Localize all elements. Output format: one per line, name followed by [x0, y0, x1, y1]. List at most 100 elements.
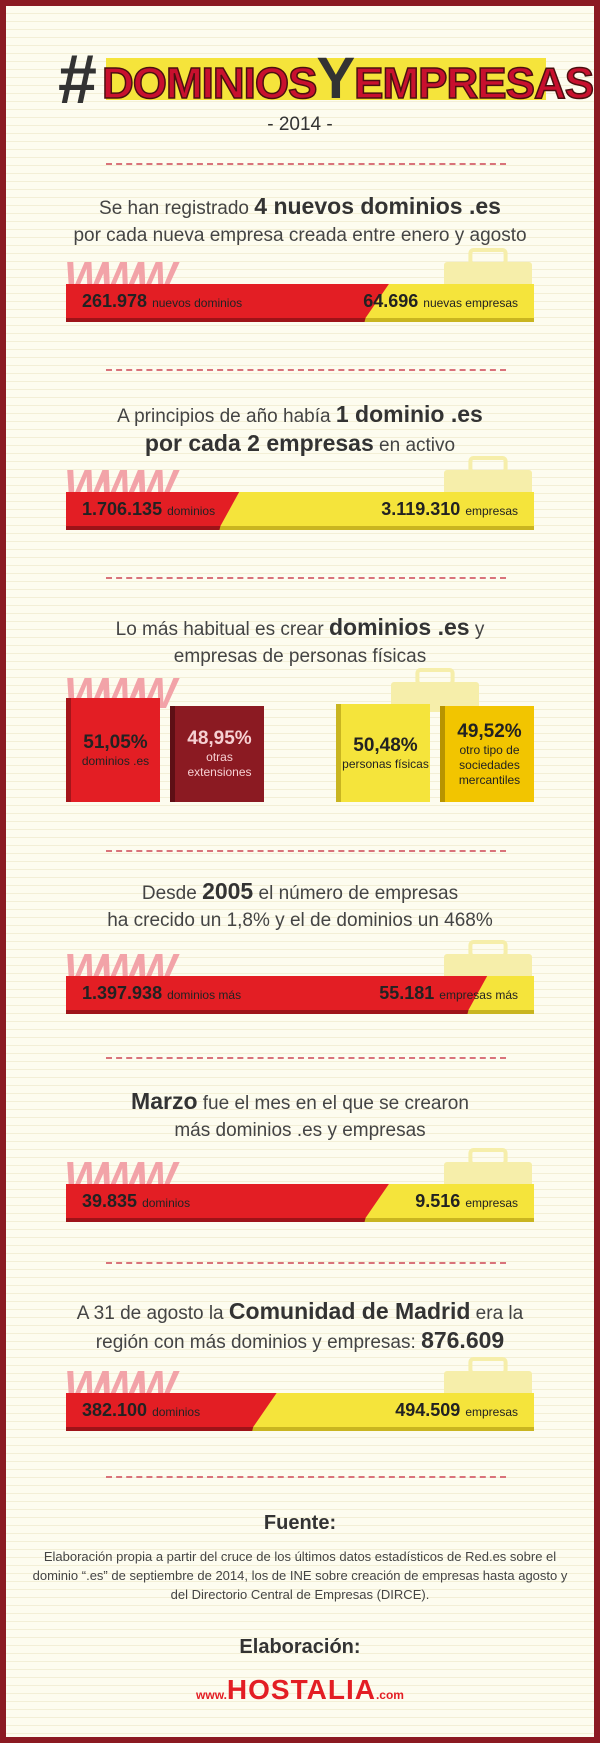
bar [66, 284, 534, 322]
bar-value: 1.706.135 [82, 499, 163, 519]
bar-right-text: 9.516 empresas [415, 1191, 518, 1212]
stat-box: 51,05% dominios .es [66, 698, 160, 802]
headline-text: 4 nuevos dominios .es [254, 193, 501, 219]
bar-value: 9.516 [415, 1191, 461, 1211]
bar-left [66, 1393, 277, 1427]
bar-left-text: 1.397.938 dominios más [82, 983, 241, 1004]
stat-value: 49,52% [457, 720, 522, 742]
headline: A 31 de agosto la Comunidad de Madrid er… [6, 1298, 594, 1356]
bar-label: nuevos dominios [152, 296, 243, 310]
headline-line: empresas de personas físicas [6, 643, 594, 670]
stat-label: otras extensiones [187, 750, 252, 779]
bar [66, 1393, 534, 1431]
headline-text: Se han registrado [99, 198, 255, 219]
headline-text: por cada nueva empresa creada entre ener… [73, 225, 527, 246]
headline-text: A principios de año había [117, 406, 336, 427]
divider [106, 1476, 506, 1478]
headline-text: ha crecido un 1,8% y el de dominios un 4… [107, 910, 493, 931]
headline: A principios de año había 1 dominio .es p… [6, 401, 594, 459]
logo: www.HOSTALIA.com [6, 1674, 594, 1706]
logo-text: HOSTALIA [226, 1674, 376, 1705]
bar-left-shadow [66, 1218, 366, 1222]
bar-left-text: 1.706.135 dominios [82, 499, 215, 520]
headline-text: dominios .es [328, 614, 470, 640]
year: - 2014 - [267, 114, 333, 135]
headline-line: más dominios .es y empresas [6, 1117, 594, 1144]
bar-label: dominios [167, 504, 216, 518]
stat-box: 50,48% personas físicas [336, 704, 430, 802]
title-part: Y [316, 46, 355, 111]
briefcase-handle [468, 1148, 508, 1166]
bar-value: 382.100 [82, 1400, 148, 1420]
headline-text: era la [470, 1303, 524, 1324]
bar-right-text: 494.509 empresas [395, 1400, 518, 1421]
credit-title: Elaboración: [239, 1636, 361, 1658]
bar [66, 492, 534, 530]
divider [106, 369, 506, 371]
headline-text: y [469, 619, 485, 640]
bar-left-shadow [66, 318, 366, 322]
logo-suffix: .com [375, 1688, 404, 1702]
bar-label: empresas [465, 1405, 518, 1419]
briefcase-handle [468, 940, 508, 958]
bar-value: 3.119.310 [381, 499, 461, 519]
headline-text: fue el mes en el que se crearon [197, 1093, 469, 1114]
stat-value: 48,95% [187, 728, 252, 749]
briefcase-handle [468, 1357, 508, 1375]
bar [66, 976, 534, 1014]
bar-left-shadow [66, 1010, 469, 1014]
bar-value: 494.509 [395, 1400, 461, 1420]
bar-left-shadow [66, 1427, 254, 1431]
headline-line: Marzo fue el mes en el que se crearon [6, 1088, 594, 1117]
briefcase-handle [468, 248, 508, 266]
title: DOMINIOSYEMPRESAS [101, 50, 594, 111]
headline-text: Lo más habitual es crear [115, 619, 329, 640]
stat-value: 51,05% [83, 731, 148, 753]
headline-text: por cada 2 empresas [144, 430, 374, 456]
headline-line: A principios de año había 1 dominio .es [6, 401, 594, 430]
bar-label: empresas más [439, 988, 518, 1002]
bar-label: dominios [142, 1196, 191, 1210]
source-text: Elaboración propia a partir del cruce de… [32, 1549, 568, 1602]
bar-label: dominios más [167, 988, 242, 1002]
bar-value: 261.978 [82, 291, 148, 311]
headline-line: por cada nueva empresa creada entre ener… [6, 222, 594, 249]
briefcase-handle [415, 668, 455, 686]
headline-text: empresas de personas físicas [173, 646, 427, 667]
bar-right-text: 3.119.310 empresas [381, 499, 518, 520]
bar-right-text: 55.181 empresas más [379, 983, 518, 1004]
headline-text: 1 dominio .es [335, 401, 483, 427]
bar-left-text: 39.835 dominios [82, 1191, 190, 1212]
headline-text: Comunidad de Madrid [228, 1298, 471, 1324]
headline: Lo más habitual es crear dominios .es y e… [6, 614, 594, 670]
bar-left [66, 1184, 389, 1218]
divider [106, 1057, 506, 1059]
headline-line: Lo más habitual es crear dominios .es y [6, 614, 594, 643]
bar-left-text: 261.978 nuevos dominios [82, 291, 242, 312]
headline-line: Desde 2005 el número de empresas [6, 878, 594, 907]
bar-label: empresas [465, 504, 518, 518]
bar-right-text: 64.696 nuevas empresas [363, 291, 518, 312]
headline-text: 2005 [202, 878, 254, 904]
headline-line: región con más dominios y empresas: 876.… [6, 1327, 594, 1356]
stat-value: 50,48% [353, 734, 418, 756]
headline-text: Desde [141, 883, 203, 904]
briefcase-handle [468, 456, 508, 474]
bar-value: 55.181 [379, 983, 435, 1003]
headline: Desde 2005 el número de empresas ha creci… [6, 878, 594, 934]
stat-label: dominios .es [81, 753, 150, 768]
bar-label: nuevas empresas [423, 296, 518, 310]
headline-text: el número de empresas [253, 883, 459, 904]
bar-left [66, 284, 389, 318]
divider [106, 1262, 506, 1264]
headline-text: en activo [373, 435, 456, 456]
headline-line: por cada 2 empresas en activo [6, 430, 594, 459]
headline: Se han registrado 4 nuevos dominios .es p… [6, 193, 594, 249]
stat-box: 49,52% otro tipo de sociedades mercantile… [440, 706, 534, 802]
bar-left-shadow [66, 526, 221, 530]
bar-label: dominios [152, 1405, 201, 1419]
title-hash: # [58, 40, 97, 118]
title-part: EMPRESAS [353, 58, 594, 109]
headline-text: A 31 de agosto la [76, 1303, 229, 1324]
